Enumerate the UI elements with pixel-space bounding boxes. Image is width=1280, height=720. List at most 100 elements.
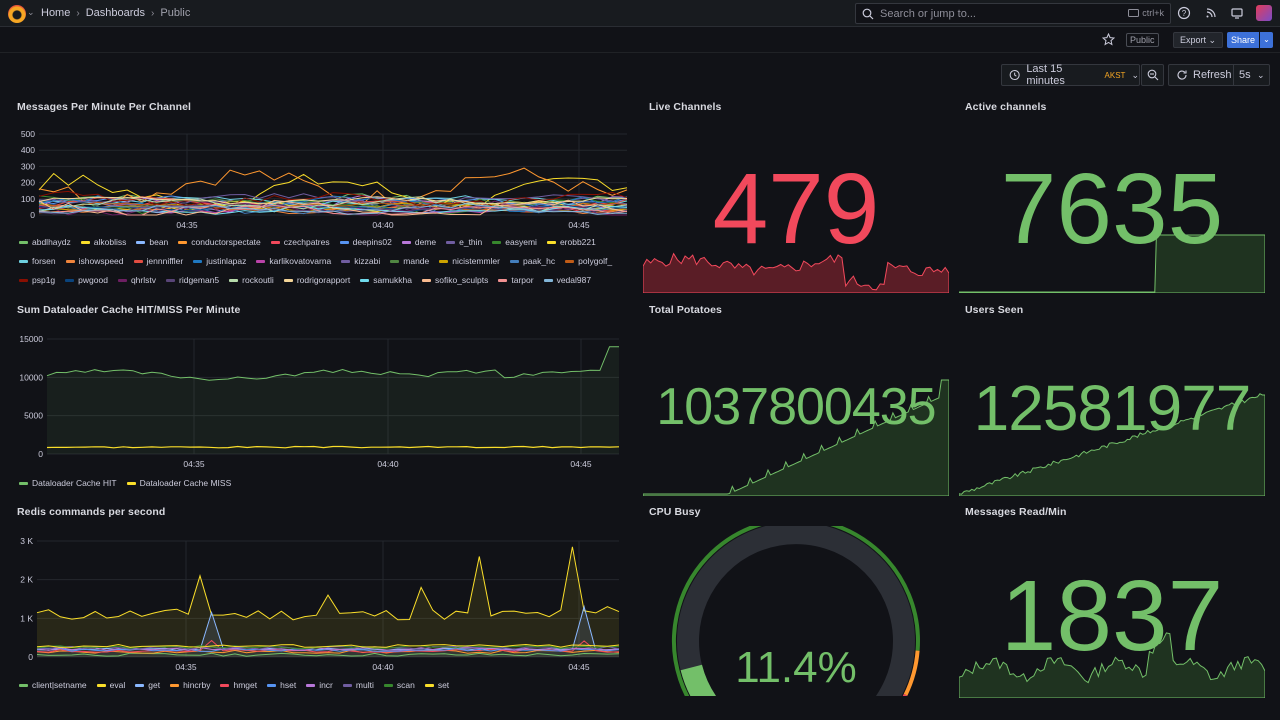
share-menu-chevron-icon[interactable]: ⌄ xyxy=(1260,32,1273,48)
chevron-down-icon[interactable]: ⌄ xyxy=(27,7,35,17)
legend-item[interactable]: paak_hc xyxy=(509,254,556,268)
legend-item[interactable]: qhrlstv xyxy=(117,273,156,287)
legend-item[interactable]: pwgood xyxy=(65,273,108,287)
legend-swatch xyxy=(19,240,28,244)
x-tick-label: 04:40 xyxy=(372,662,394,672)
legend-item[interactable]: hincrby xyxy=(170,678,210,692)
legend-swatch xyxy=(439,259,449,263)
legend-item[interactable]: polygolf_ xyxy=(565,254,612,268)
stat-value: 7635 xyxy=(1000,153,1224,265)
legend-label: forsen xyxy=(32,256,56,266)
legend-item[interactable]: nicistemmler xyxy=(439,254,500,268)
legend-label: paak_hc xyxy=(522,256,556,266)
chevron-down-icon: ⌄ xyxy=(1208,35,1217,45)
panel-title: Sum Dataloader Cache HIT/MISS Per Minute xyxy=(17,304,241,316)
legend-item[interactable]: easyemi xyxy=(492,235,537,249)
legend-item[interactable]: samukkha xyxy=(360,273,412,287)
legend-label: get xyxy=(148,680,161,690)
series-line xyxy=(46,445,620,449)
legend-item[interactable]: mande xyxy=(390,254,429,268)
breadcrumb-dashboards[interactable]: Dashboards xyxy=(85,7,146,19)
legend-item[interactable]: hmget xyxy=(220,678,257,692)
legend-item[interactable]: eval xyxy=(96,678,125,692)
legend-item[interactable]: abdlhaydz xyxy=(19,235,71,249)
grafana-logo-icon[interactable] xyxy=(8,5,26,23)
legend-item[interactable]: forsen xyxy=(19,254,56,268)
legend-item[interactable]: e_thin xyxy=(446,235,482,249)
legend-item[interactable]: bean xyxy=(136,235,168,249)
legend-item[interactable]: tarpor xyxy=(498,273,534,287)
legend-label: karlikovatovarna xyxy=(269,256,332,266)
user-avatar[interactable] xyxy=(1256,5,1272,21)
messages-chart: 500 400 300 200 100 0 04:35 04:40 04:45 xyxy=(21,129,628,230)
panel-title: Total Potatoes xyxy=(649,304,722,316)
star-icon[interactable] xyxy=(1102,33,1115,46)
legend-item[interactable]: client|setname xyxy=(19,678,87,692)
legend-item[interactable]: justinlapaz xyxy=(193,254,246,268)
y-tick-label: 10000 xyxy=(19,372,43,382)
refresh-button[interactable]: Refresh 5s ⌄ xyxy=(1168,64,1270,86)
export-button[interactable]: Export ⌄ xyxy=(1173,32,1224,48)
legend-swatch xyxy=(126,481,136,485)
legend-item[interactable]: jennniffler xyxy=(133,254,183,268)
share-button[interactable]: Share xyxy=(1227,32,1259,48)
panel-title: Messages Per Minute Per Channel xyxy=(17,101,192,113)
legend-swatch xyxy=(19,278,28,282)
legend-label: justinlapaz xyxy=(206,256,247,266)
legend-swatch xyxy=(136,240,146,244)
breadcrumb-home[interactable]: Home xyxy=(41,7,71,19)
legend-swatch xyxy=(19,259,28,263)
panel-messages-per-minute: Messages Per Minute Per Channel 500 400 30… xyxy=(17,101,632,291)
legend-item[interactable]: ishowspeed xyxy=(65,254,124,268)
zoom-out-button[interactable] xyxy=(1141,64,1164,86)
legend-item[interactable]: incr xyxy=(306,678,333,692)
legend-item[interactable]: scan xyxy=(383,678,415,692)
legend-label: abdlhaydz xyxy=(32,237,71,247)
search-input[interactable]: Search or jump to... ctrl+k xyxy=(855,3,1171,24)
sparkline xyxy=(959,632,1265,698)
legend-item[interactable]: get xyxy=(135,678,160,692)
legend-item[interactable]: deme xyxy=(401,235,436,249)
legend-item[interactable]: alkobliss xyxy=(80,235,126,249)
legend-item[interactable]: deepins02 xyxy=(339,235,392,249)
legend-item[interactable]: kizzabi xyxy=(341,254,380,268)
legend-swatch xyxy=(229,278,239,282)
legend-label: vedal987 xyxy=(556,275,592,285)
series-area xyxy=(47,346,619,454)
dataloader-chart: 15000 10000 5000 0 04:35 04:40 04:45 xyxy=(19,334,620,469)
rss-icon[interactable] xyxy=(1204,6,1218,20)
legend-item[interactable]: psp1g xyxy=(19,273,55,287)
legend-item[interactable]: set xyxy=(424,678,449,692)
legend-item[interactable]: rockoutli xyxy=(229,273,274,287)
legend-swatch xyxy=(342,683,352,687)
legend-swatch xyxy=(166,278,175,282)
legend-item[interactable]: multi xyxy=(342,678,374,692)
refresh-interval[interactable]: 5s xyxy=(1239,69,1251,81)
legend-swatch xyxy=(546,240,556,244)
legend-label: rockoutli xyxy=(242,275,274,285)
panel-dataloader-cache: Sum Dataloader Cache HIT/MISS Per Minute… xyxy=(17,304,632,494)
legend-item[interactable]: hset xyxy=(267,678,296,692)
time-range-label: Last 15 minutes xyxy=(1026,63,1065,87)
time-range-picker[interactable]: Last 15 minutes AKST ⌄ xyxy=(1001,63,1140,87)
kiosk-mode-icon[interactable] xyxy=(1230,6,1244,20)
legend-item[interactable]: ridgeman5 xyxy=(166,273,219,287)
legend-item[interactable]: czechpatres xyxy=(270,235,330,249)
series-area xyxy=(37,546,619,657)
legend-item[interactable]: Dataloader Cache HIT xyxy=(19,476,117,490)
legend-swatch xyxy=(96,683,106,687)
legend-item[interactable]: erobb221 xyxy=(546,235,596,249)
redis-chart: 3 K 2 K 1 K 0 04:35 04:40 04:45 xyxy=(20,536,620,672)
legend-item[interactable]: sofiko_sculpts xyxy=(421,273,488,287)
legend-item[interactable]: karlikovatovarna xyxy=(256,254,331,268)
help-icon[interactable]: ? xyxy=(1177,6,1191,20)
legend-item[interactable]: conductorspectate xyxy=(178,235,261,249)
legend-item[interactable]: vedal987 xyxy=(543,273,592,287)
y-tick-label: 400 xyxy=(21,145,35,155)
export-label: Export xyxy=(1180,35,1207,45)
top-nav-bar: ⌄ Home › Dashboards › Public Search or j… xyxy=(0,0,1280,27)
legend-label: deepins02 xyxy=(352,237,392,247)
legend-item[interactable]: rodrigorapport xyxy=(283,273,350,287)
legend-item[interactable]: Dataloader Cache MISS xyxy=(126,476,231,490)
x-tick-label: 04:45 xyxy=(570,459,592,469)
